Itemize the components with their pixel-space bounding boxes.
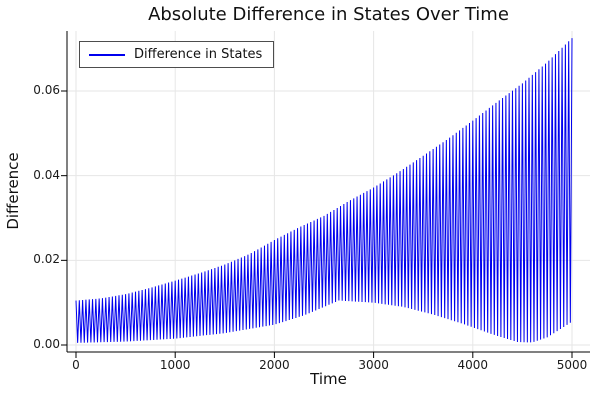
series-line bbox=[75, 38, 573, 343]
y-tick-label-0.02: 0.02 bbox=[33, 252, 60, 267]
x-tick-label-1000: 1000 bbox=[159, 358, 191, 372]
legend-line-icon bbox=[89, 53, 125, 56]
x-tick-label-4000: 4000 bbox=[457, 358, 489, 372]
y-tick-label-0.04: 0.04 bbox=[33, 167, 60, 182]
legend: Difference in States bbox=[79, 41, 275, 68]
y-tick-label-0.00: 0.00 bbox=[33, 337, 60, 351]
x-tick-label-0: 0 bbox=[72, 358, 80, 372]
chart-title: Absolute Difference in States Over Time bbox=[148, 4, 509, 25]
legend-label: Difference in States bbox=[134, 47, 263, 62]
x-axis-label: Time bbox=[310, 370, 347, 388]
x-tick-label-2000: 2000 bbox=[259, 358, 290, 372]
x-tick-label-5000: 5000 bbox=[556, 358, 588, 372]
x-tick-label-3000: 3000 bbox=[358, 358, 389, 372]
y-tick-label-0.06: 0.06 bbox=[33, 83, 60, 97]
y-axis-label: Difference bbox=[4, 152, 22, 230]
